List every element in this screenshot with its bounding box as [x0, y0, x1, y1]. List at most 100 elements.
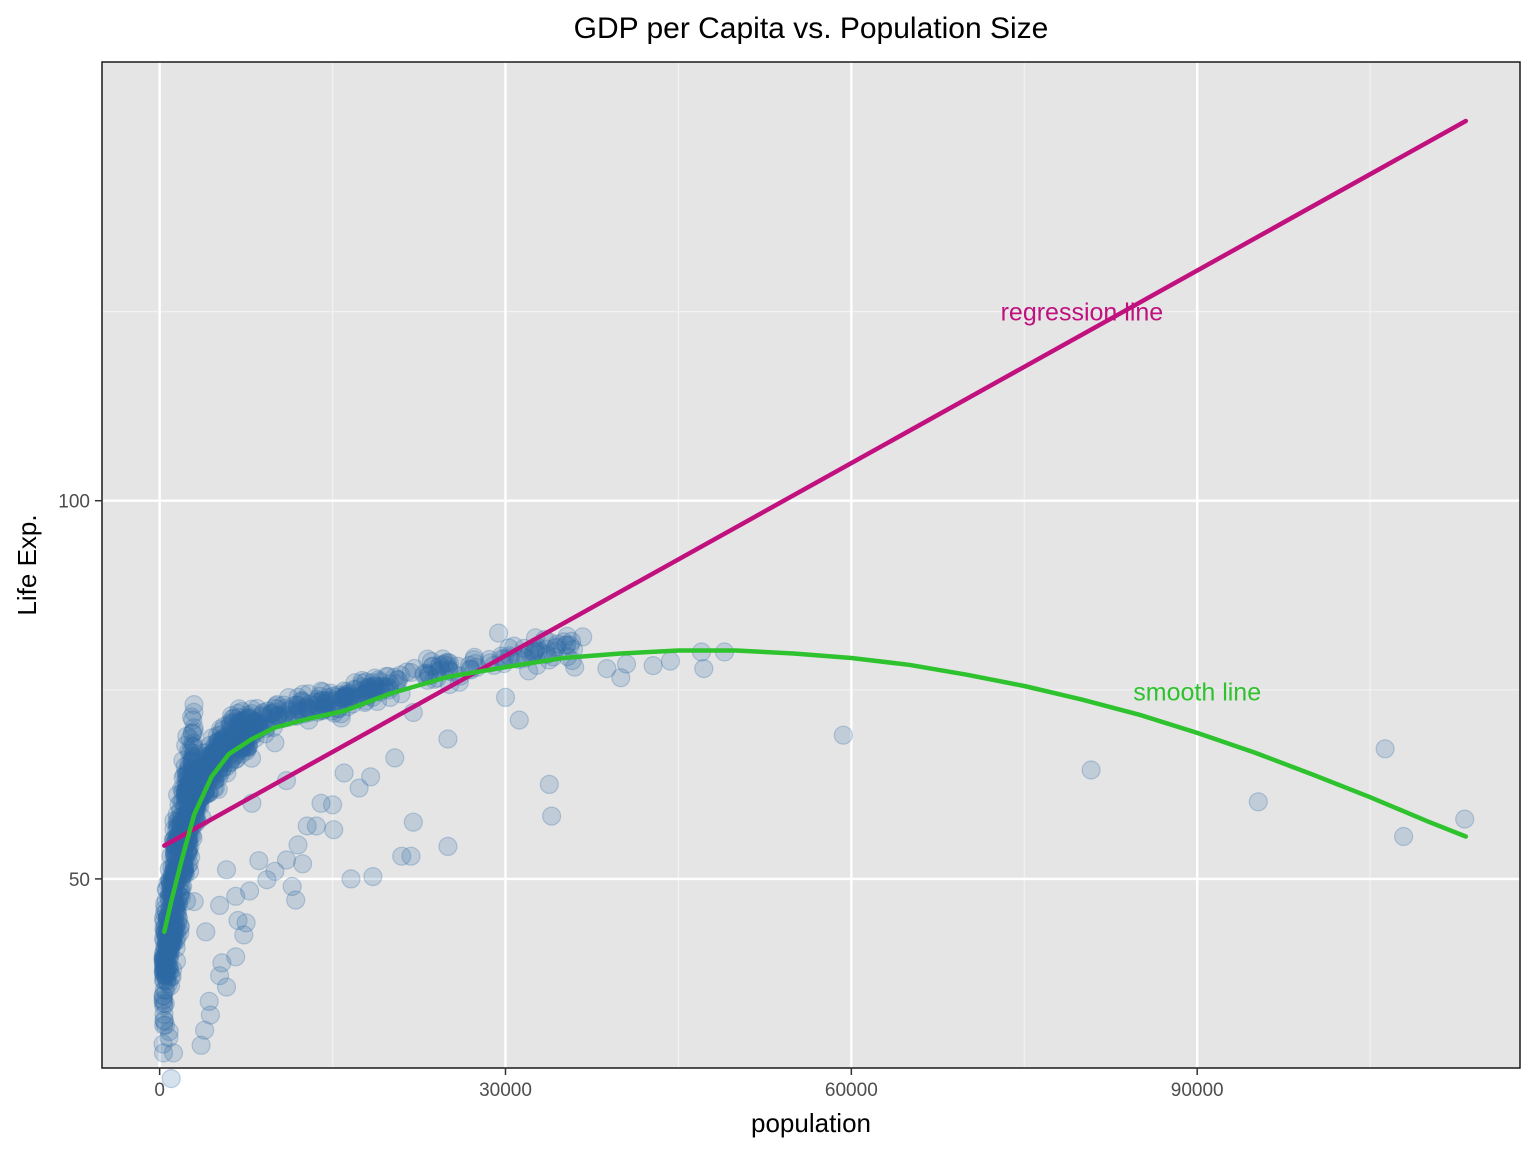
scatter-point: [438, 729, 458, 749]
scatter-point: [378, 666, 398, 687]
scatter-point: [573, 627, 593, 647]
scatter-point: [162, 930, 182, 950]
scatter-point: [555, 635, 576, 655]
scatter-point: [183, 733, 203, 753]
scatter-point: [339, 687, 359, 707]
smooth-line-label: smooth line: [1133, 678, 1261, 706]
scatter-point: [158, 934, 178, 955]
scatter-point: [204, 742, 224, 762]
scatter-point: [168, 812, 188, 832]
scatter-point: [160, 976, 181, 996]
scatter-point: [306, 816, 326, 836]
scatter-point: [155, 959, 175, 980]
scatter-point: [192, 761, 213, 782]
scatter-point: [297, 816, 317, 836]
scatter-point: [178, 769, 198, 789]
scatter-point: [182, 771, 203, 791]
annotations: regression line smooth line: [1001, 299, 1262, 707]
scatter-point: [156, 961, 176, 981]
scatter-point: [182, 736, 202, 756]
scatter-point: [164, 811, 184, 831]
scatter-point: [267, 694, 287, 715]
scatter-point: [282, 876, 302, 897]
scatter-point: [184, 736, 204, 756]
scatter-point: [296, 697, 316, 717]
scatter-point: [315, 693, 335, 713]
scatter-point: [201, 745, 221, 765]
scatter-point: [229, 716, 249, 737]
scatter-point: [179, 787, 199, 807]
scatter-point: [228, 703, 248, 723]
scatter-point: [178, 789, 199, 809]
scatter-point: [362, 673, 382, 693]
scatter-point: [299, 694, 319, 715]
scatter-point: [161, 1068, 181, 1089]
scatter-point: [210, 895, 230, 916]
scatter-point: [311, 793, 331, 813]
scatter-point: [183, 723, 203, 743]
scatter-point: [193, 762, 213, 782]
scatter-point: [228, 717, 248, 737]
scatter-point: [166, 951, 187, 971]
scatter-point: [170, 814, 190, 834]
scatter-point: [175, 798, 195, 818]
scatter-point: [214, 729, 234, 749]
scatter-point: [212, 733, 232, 753]
scatter-point: [183, 746, 203, 767]
scatter-point: [160, 933, 180, 954]
scatter-point: [316, 691, 336, 711]
scatter-point: [235, 722, 255, 742]
scatter-point: [184, 891, 204, 912]
scatter-point: [201, 749, 221, 769]
scatter-point: [154, 951, 174, 971]
scatter-point: [345, 680, 366, 700]
scatter-point: [260, 705, 280, 725]
scatter-point: [206, 743, 226, 763]
scatter-point: [401, 662, 421, 683]
scatter-point: [214, 731, 234, 751]
scatter-point: [184, 767, 204, 787]
scatter-point: [191, 1035, 211, 1055]
scatter-point: [159, 1021, 179, 1042]
scatter-point: [153, 949, 174, 969]
scatter-point: [179, 781, 199, 801]
scatter-point: [173, 767, 193, 788]
scatter-point: [356, 672, 376, 692]
scatter-point: [196, 922, 216, 942]
scatter-point: [196, 757, 216, 777]
scatter-point: [258, 701, 278, 721]
scatter-point: [197, 743, 217, 763]
scatter-point: [222, 727, 242, 747]
scatter-point: [157, 934, 177, 954]
scatter-point: [464, 647, 485, 667]
scatter-point: [160, 942, 180, 963]
scatter-point: [1375, 739, 1395, 759]
scatter-point: [397, 662, 417, 682]
scatter-point: [175, 781, 195, 802]
scatter-point: [236, 709, 256, 729]
scatter-point: [177, 787, 197, 807]
scatter-point: [179, 758, 199, 778]
scatter-point: [236, 913, 256, 933]
scatter-point: [154, 1015, 174, 1036]
scatter-point: [184, 694, 204, 715]
scatter-point: [179, 741, 199, 761]
scatter-point: [286, 890, 306, 910]
scatter-point: [176, 776, 196, 797]
scatter-point: [158, 944, 178, 964]
scatter-point: [349, 778, 369, 798]
scatter-point: [337, 682, 357, 702]
scatter-point: [232, 712, 252, 732]
scatter-point: [160, 934, 180, 955]
scatter-point: [156, 942, 176, 962]
scatter-points: [153, 623, 1475, 1089]
scatter-point: [261, 703, 281, 724]
scatter-point: [154, 993, 174, 1014]
scatter-point: [161, 931, 181, 951]
scatter-point: [184, 747, 204, 767]
scatter-point: [243, 714, 263, 734]
scatter-point: [214, 728, 234, 749]
scatter-point: [157, 960, 177, 981]
scatter-point: [219, 724, 239, 745]
scatter-point: [180, 743, 201, 763]
